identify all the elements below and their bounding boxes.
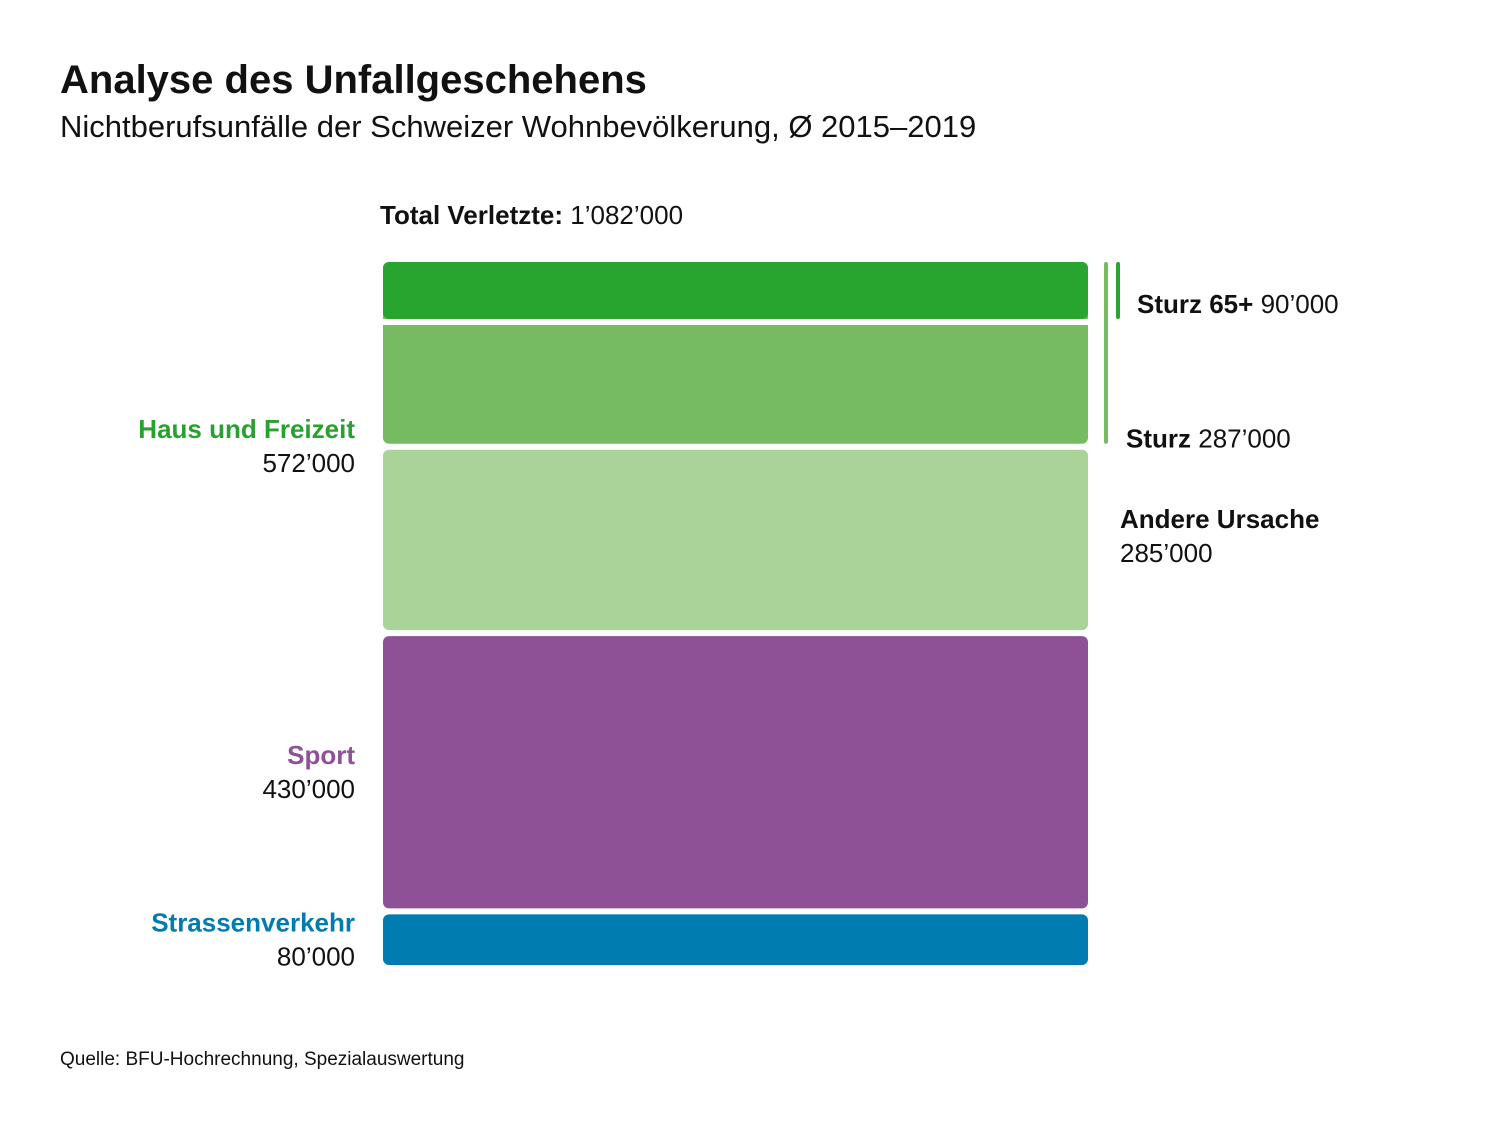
- block: [383, 914, 1088, 965]
- group-name: Haus und Freizeit: [138, 414, 355, 444]
- part-name: Sturz 65+: [1137, 289, 1253, 319]
- total-name: Total Verletzte:: [380, 200, 563, 230]
- total-label: Total Verletzte: 1’082’000: [380, 200, 683, 230]
- part-value: 285’000: [1120, 538, 1213, 568]
- group-value: 430’000: [262, 774, 355, 804]
- group-name: Sport: [287, 740, 355, 770]
- part-value: 287’000: [1198, 424, 1291, 454]
- block: [383, 262, 1088, 319]
- bracket: [1116, 262, 1120, 319]
- part-label: Sturz 287’000: [1126, 424, 1291, 454]
- chart-subtitle: Nichtberufsunfälle der Schweizer Wohnbev…: [60, 109, 976, 144]
- stack: [381, 262, 1090, 965]
- block: [383, 449, 1088, 631]
- bracket: [1104, 262, 1108, 444]
- source: Quelle: BFU-Hochrechnung, Spezialauswert…: [60, 1049, 465, 1070]
- block: [383, 636, 1088, 909]
- part-name: Sturz: [1126, 424, 1191, 454]
- group-value: 80’000: [277, 942, 355, 972]
- part-label: Sturz 65+ 90’000: [1137, 289, 1339, 319]
- total-value: 1’082’000: [570, 200, 683, 230]
- chart-title: Analyse des Unfallgeschehens: [60, 58, 647, 102]
- part-name: Andere Ursache: [1120, 504, 1319, 534]
- group-name: Strassenverkehr: [151, 908, 355, 938]
- gap: [381, 318, 1090, 325]
- group-value: 572’000: [262, 448, 355, 478]
- part-value: 90’000: [1261, 289, 1339, 319]
